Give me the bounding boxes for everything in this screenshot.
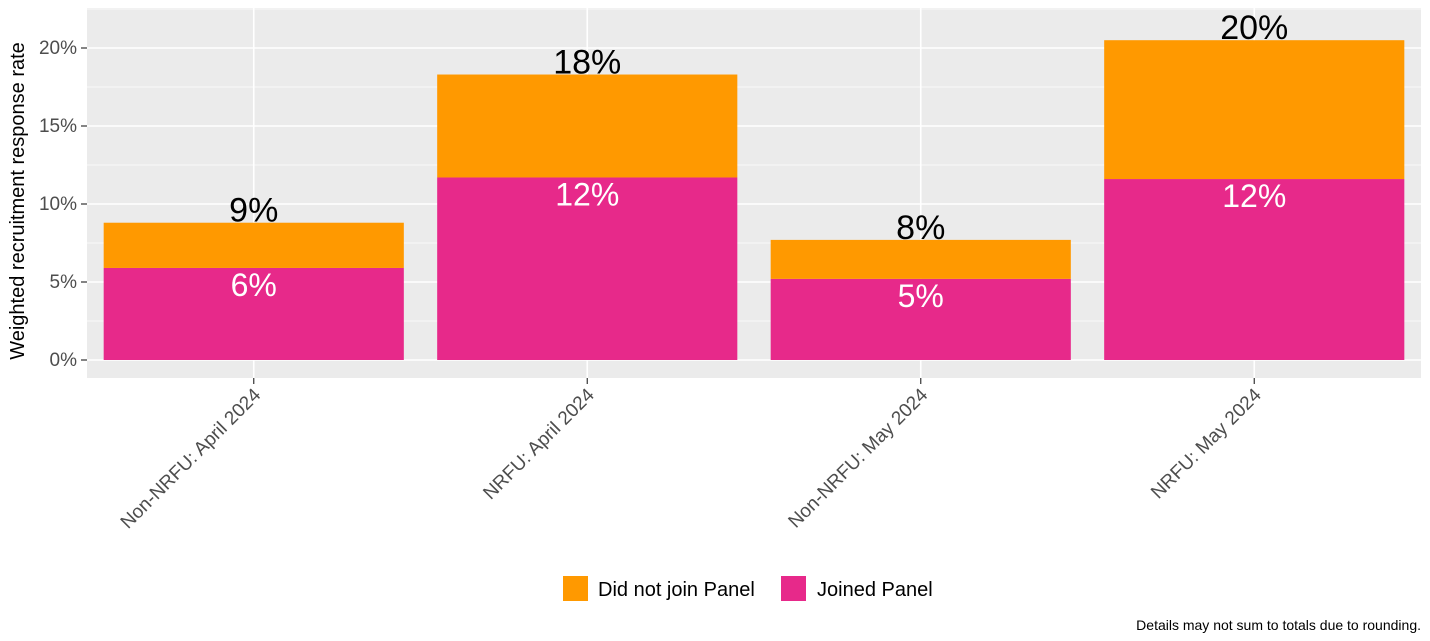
y-tick-label: 5% [50,272,78,293]
bar-did-not-join-panel [437,74,738,178]
bar-joined-panel [770,278,1071,360]
total-label: 8% [896,209,945,247]
total-label: 18% [553,44,621,82]
x-tick-label: NRFU: April 2024 [479,384,599,504]
legend-swatch [781,576,806,601]
bars [103,40,1405,360]
x-tick-label: Non-NRFU: May 2024 [785,384,933,532]
y-tick-label: 0% [50,350,78,371]
bar-joined-panel [103,267,404,360]
bar-joined-panel [1104,179,1405,360]
joined-panel-label: 5% [898,278,944,314]
legend: Did not join Panel Joined Panel [563,576,933,601]
y-tick-label: 15% [39,116,77,137]
y-tick-label: 20% [39,38,77,59]
legend-label: Did not join Panel [598,579,755,601]
legend-swatch [563,576,588,601]
footnote-caption: Details may not sum to totals due to rou… [1136,617,1421,633]
bar-did-not-join-panel [770,239,1071,279]
y-tick-label: 10% [39,194,77,215]
x-tick-label: Non-NRFU: April 2024 [117,384,266,533]
bar-did-not-join-panel [103,222,404,268]
legend-label: Joined Panel [817,579,933,601]
y-axis: 0% 5% 10% 15% 20% [39,38,87,371]
joined-panel-label: 12% [1222,178,1286,214]
bar-joined-panel [437,177,738,360]
bar-did-not-join-panel [1104,40,1405,180]
total-label: 20% [1220,9,1288,47]
x-tick-label: NRFU: May 2024 [1147,384,1266,503]
data-labels: 6% 9% 12% 18% 5% 8% 12% 20% [229,9,1288,314]
y-axis-title: Weighted recruitment response rate [7,42,29,360]
joined-panel-label: 6% [231,267,277,303]
x-axis: Non-NRFU: April 2024 NRFU: April 2024 Non-… [117,378,1266,533]
joined-panel-label: 12% [555,176,619,212]
total-label: 9% [229,192,278,230]
